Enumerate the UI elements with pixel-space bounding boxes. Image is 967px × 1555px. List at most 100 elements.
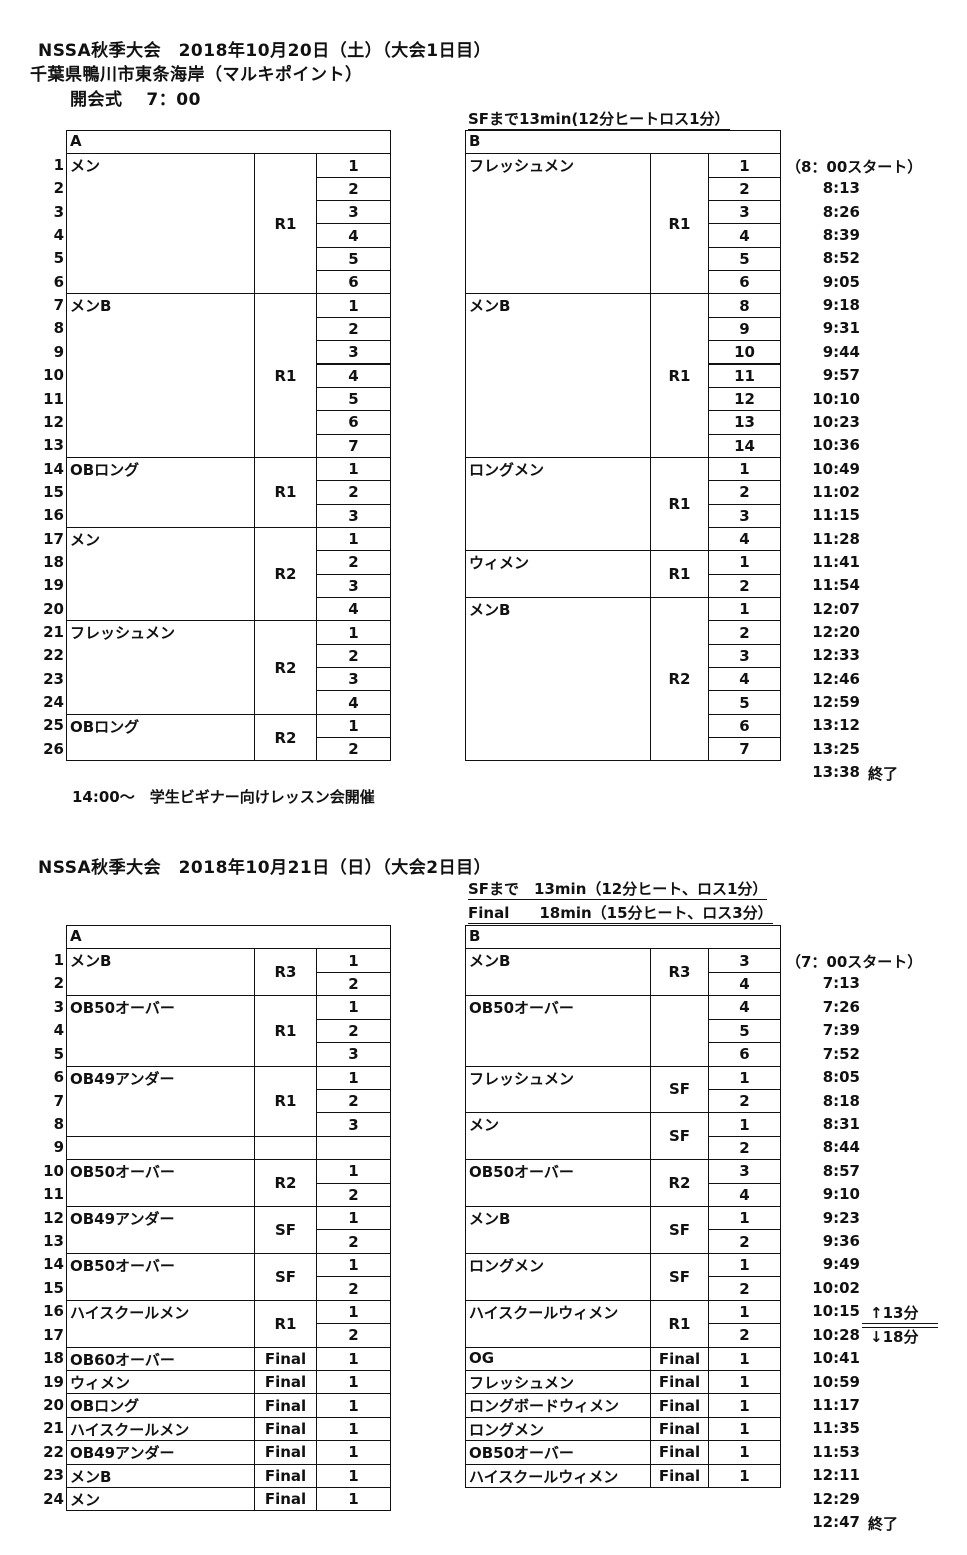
round-cell: R1 [254,293,317,458]
heat-cell: 1 [708,550,781,575]
time-slot: 10:23 [812,412,860,431]
row-number: 26 [43,739,64,758]
time-slot: 11:53 [812,1442,860,1461]
row-number: 2 [53,179,64,198]
category-cell: OB60オーバー [66,1346,255,1371]
heat-cell: 1 [708,1252,781,1278]
heat-cell: 1 [708,1112,781,1137]
heat-cell: 1 [316,1159,391,1184]
time-slot: 10:15 [812,1302,860,1321]
time-slot: 12:29 [812,1489,860,1508]
category-cell: ロングメン [465,456,651,552]
category-cell: メンB [66,948,255,997]
day2-title: NSSA秋季大会 2018年10月21日（日）（大会2日目） [38,858,492,878]
heat-cell: 1 [316,1487,391,1512]
time-slot: 7:39 [822,1021,860,1040]
heat-cell: 2 [316,1182,391,1208]
category-cell: OB50オーバー [66,995,255,1067]
day1-note: SFまで13min(12分ヒートロス1分） [468,110,730,130]
round-cell: R1 [650,456,709,552]
heat-cell: 2 [708,1323,781,1348]
start-time: （7：00スタート） [786,953,923,971]
row-number: 2 [53,974,64,993]
row-number: 14 [43,459,64,478]
row-number: 15 [43,482,64,501]
heat-cell: 1 [708,1416,781,1442]
time-slot: 12:59 [812,693,860,712]
round-cell [650,995,709,1067]
heat-cell: 1 [708,1440,781,1465]
row-number: 16 [43,506,64,525]
round-cell: R2 [254,526,317,622]
row-number: 10 [43,366,64,385]
heat-cell: 14 [708,433,781,458]
round-cell: Final [650,1463,709,1489]
time-slot: 10:02 [812,1278,860,1297]
round-cell: R3 [254,948,317,997]
row-number: 24 [43,693,64,712]
round-cell: R2 [254,620,317,715]
round-cell [254,1135,317,1161]
row-number: 22 [43,646,64,665]
row-number: 19 [43,1372,64,1391]
category-cell: ロングボードウィメン [465,1393,651,1418]
time-slot: 8:44 [822,1138,860,1157]
heat-cell: 2 [708,176,781,202]
time-slot: 13:12 [812,716,860,735]
table-header: B [465,925,781,950]
heat-cell: 2 [316,176,391,202]
time-slot: 8:05 [822,1068,860,1087]
time-slot: 11:35 [812,1419,860,1438]
row-number: 17 [43,1325,64,1344]
day1-location: 千葉県鴨川市東条海岸（マルキポイント） [30,65,363,85]
row-number: 7 [53,296,64,315]
time-slot: 11:54 [812,576,860,595]
heat-cell: 1 [316,1416,391,1442]
heat-cell: 2 [316,737,391,762]
heat-cell: 2 [708,1276,781,1301]
heat-cell: 1 [316,1463,391,1489]
heat-cell: 1 [316,1252,391,1278]
category-cell: ハイスクールメン [66,1416,255,1442]
category-cell [66,1135,255,1161]
row-number: 6 [53,1068,64,1087]
heat-cell: 1 [708,1346,781,1371]
category-cell: OG [465,1346,651,1371]
time-slot: 11:41 [812,552,860,571]
heat-cell: 1 [316,153,391,178]
time-slot: 10:49 [812,459,860,478]
row-number: 8 [53,319,64,338]
category-cell: ロングメン [465,1252,651,1301]
heat-cell: 2 [708,1135,781,1161]
row-number: 25 [43,716,64,735]
category-cell: メンB [465,597,651,762]
row-number: 15 [43,1278,64,1297]
time-slot: 12:07 [812,599,860,618]
row-number: 12 [43,412,64,431]
heat-cell: 1 [708,153,781,178]
category-cell: メン [66,153,255,295]
round-cell: Final [650,1346,709,1371]
time-slot: 9:49 [822,1255,860,1274]
row-number: 11 [43,1185,64,1204]
round-cell: R2 [650,597,709,762]
round-cell: R1 [254,153,317,295]
heat-cell: 3 [708,1159,781,1184]
category-cell: メンB [465,1206,651,1254]
round-cell: Final [254,1393,317,1418]
heat-cell: 3 [316,503,391,528]
heat-cell: 1 [708,1369,781,1395]
time-slot: 10:41 [812,1349,860,1368]
time-slot: 12:33 [812,646,860,665]
heat-cell: 2 [316,1323,391,1348]
category-cell: メン [66,1487,255,1512]
heat-cell: 6 [708,270,781,295]
category-cell: メンB [465,948,651,997]
heat-cell: 1 [708,1393,781,1418]
heat-cell: 5 [708,1018,781,1044]
category-cell: フレッシュメン [465,1065,651,1114]
heat-cell: 2 [316,1229,391,1254]
round-cell: Final [650,1369,709,1395]
row-number: 4 [53,226,64,245]
time-slot: 11:02 [812,482,860,501]
